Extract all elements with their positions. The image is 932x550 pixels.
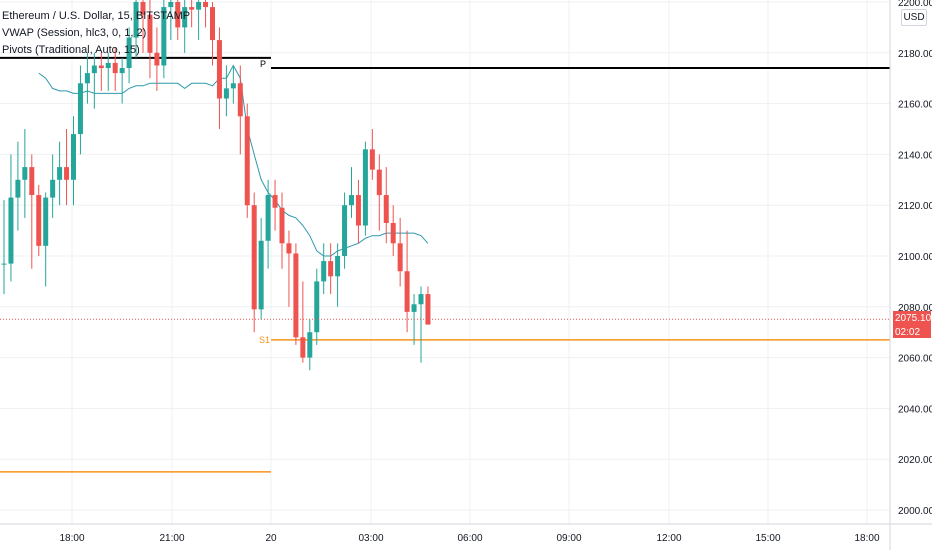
candle-body bbox=[223, 88, 229, 99]
x-tick-label: 06:00 bbox=[457, 533, 482, 544]
candle-body bbox=[64, 167, 70, 180]
candle-body bbox=[84, 73, 90, 84]
x-tick-label: 18:00 bbox=[854, 533, 879, 544]
candle-body bbox=[203, 2, 209, 8]
y-tick-label: 2200.00 bbox=[898, 0, 932, 9]
y-tick-label: 2140.00 bbox=[898, 150, 932, 161]
candle-body bbox=[91, 65, 97, 74]
candle-body bbox=[376, 169, 382, 196]
candle-body bbox=[133, 2, 139, 38]
candle-body bbox=[210, 7, 215, 41]
x-tick-label: 12:00 bbox=[656, 533, 681, 544]
candle-body bbox=[321, 261, 327, 282]
candle-body bbox=[126, 37, 132, 69]
candle-body bbox=[265, 195, 271, 241]
candle-body bbox=[196, 2, 202, 10]
candles bbox=[1, 0, 431, 371]
grid-lines bbox=[0, 0, 890, 524]
candle-body bbox=[189, 7, 195, 10]
candle-body bbox=[36, 195, 42, 246]
candle-body bbox=[293, 253, 299, 338]
candle-body bbox=[161, 7, 167, 66]
x-tick-label: 09:00 bbox=[556, 533, 581, 544]
candle-body bbox=[237, 83, 243, 117]
candle-body bbox=[168, 2, 174, 8]
candle-body bbox=[77, 83, 83, 135]
candle-body bbox=[397, 243, 403, 272]
y-tick-label: 2040.00 bbox=[898, 404, 932, 415]
candle-body bbox=[154, 52, 160, 66]
candle-body bbox=[369, 149, 375, 170]
candle-body bbox=[43, 197, 49, 246]
candle-body bbox=[119, 68, 125, 74]
candle-body bbox=[314, 281, 320, 333]
candle-body bbox=[216, 40, 222, 99]
pivot-p-label: P bbox=[260, 59, 266, 69]
y-tick-label: 2120.00 bbox=[898, 201, 932, 212]
candle-body bbox=[335, 256, 341, 277]
candle-body bbox=[22, 167, 28, 180]
candle-body bbox=[147, 14, 153, 53]
candle-body bbox=[71, 134, 76, 180]
x-tick-label: 15:00 bbox=[755, 533, 780, 544]
candle-body bbox=[425, 294, 431, 325]
y-tick-label: 2060.00 bbox=[898, 354, 932, 365]
candle-body bbox=[362, 149, 368, 226]
candle-body bbox=[244, 116, 250, 206]
candle-body bbox=[8, 197, 14, 264]
candle-body bbox=[418, 294, 424, 305]
candle-body bbox=[29, 167, 35, 196]
y-tick-label: 2020.00 bbox=[898, 455, 932, 466]
candle-body bbox=[112, 62, 118, 74]
candle-body bbox=[355, 195, 361, 226]
pivot-s1-label: S1 bbox=[259, 335, 270, 345]
candle-body bbox=[286, 243, 292, 254]
candle-body bbox=[1, 263, 7, 265]
candle-body bbox=[404, 271, 410, 312]
y-tick-label: 2000.00 bbox=[898, 506, 932, 517]
candle-body bbox=[342, 205, 348, 256]
candle-body bbox=[300, 337, 306, 358]
candle-body bbox=[182, 7, 188, 28]
candle-body bbox=[411, 304, 417, 312]
y-tick-label: 2080.00 bbox=[898, 303, 932, 314]
countdown-value: 02:02 bbox=[895, 327, 921, 338]
candle-body bbox=[258, 240, 264, 310]
y-tick-label: 2100.00 bbox=[898, 252, 932, 263]
x-tick-label: 18:00 bbox=[59, 533, 84, 544]
last-price-label: 2075.10 02:02 bbox=[893, 311, 931, 338]
x-tick-label: 20 bbox=[265, 533, 277, 544]
x-tick-label: 03:00 bbox=[358, 533, 383, 544]
y-tick-label: 2160.00 bbox=[898, 100, 932, 111]
y-tick-label: 2180.00 bbox=[898, 49, 932, 60]
x-tick-label: 21:00 bbox=[159, 533, 184, 544]
candle-body bbox=[230, 83, 236, 89]
candle-body bbox=[57, 167, 63, 180]
candle-body bbox=[140, 2, 146, 15]
candle-body bbox=[328, 261, 334, 277]
candle-body bbox=[251, 205, 257, 310]
candle-body bbox=[307, 332, 313, 358]
currency-badge[interactable]: USD bbox=[901, 9, 927, 26]
candle-body bbox=[98, 65, 104, 69]
candle-body bbox=[175, 2, 181, 28]
candle-body bbox=[349, 195, 354, 206]
candle-body bbox=[50, 179, 56, 198]
candle-body bbox=[272, 195, 278, 208]
pivot-lines: P S1 bbox=[0, 56, 890, 473]
candle-body bbox=[390, 222, 396, 244]
candle-body bbox=[15, 179, 21, 198]
candle-body bbox=[105, 62, 111, 69]
candle-body bbox=[279, 207, 285, 244]
last-price-value: 2075.10 bbox=[895, 313, 932, 324]
candle-body bbox=[383, 195, 389, 223]
